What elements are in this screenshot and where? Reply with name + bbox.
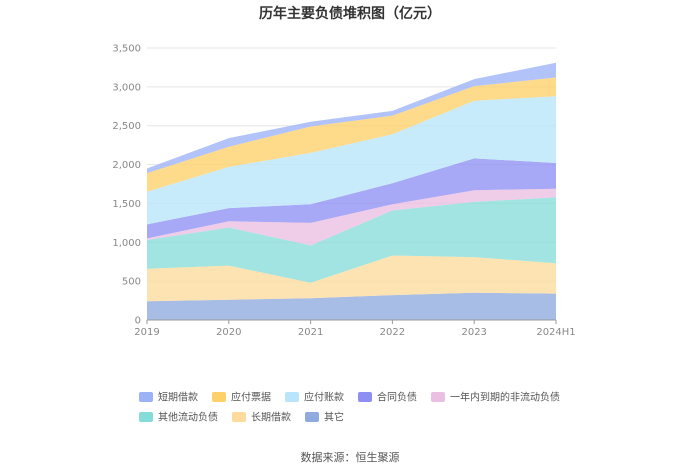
legend-item[interactable]: 一年内到期的非流动负债 xyxy=(431,391,560,404)
legend-label: 短期借款 xyxy=(158,391,198,404)
legend-item[interactable]: 短期借款 xyxy=(139,391,198,404)
legend-label: 应付账款 xyxy=(304,391,344,404)
legend-swatch xyxy=(212,392,226,402)
plot-area xyxy=(147,62,556,320)
x-tick-label: 2024H1 xyxy=(536,327,575,338)
legend-label: 一年内到期的非流动负债 xyxy=(450,391,560,404)
legend-item[interactable]: 合同负债 xyxy=(358,391,417,404)
area-series[interactable] xyxy=(147,158,556,239)
area-series[interactable] xyxy=(147,96,556,225)
chart-title: 历年主要负债堆积图（亿元） xyxy=(259,5,441,22)
y-tick-label: 0 xyxy=(135,316,141,327)
legend-swatch xyxy=(285,392,299,402)
x-tick-label: 2023 xyxy=(461,327,486,338)
y-tick-label: 3,000 xyxy=(112,82,141,93)
legend-item[interactable]: 应付账款 xyxy=(285,391,344,404)
y-tick-label: 3,500 xyxy=(112,44,141,55)
legend-swatch xyxy=(232,412,246,422)
legend-swatch xyxy=(139,392,153,402)
y-tick-label: 2,500 xyxy=(112,121,141,132)
x-tick-label: 2022 xyxy=(380,327,405,338)
area-series[interactable] xyxy=(147,197,556,283)
y-tick-label: 2,000 xyxy=(112,160,141,171)
area-series[interactable] xyxy=(147,292,556,320)
y-tick-label: 1,500 xyxy=(112,199,141,210)
legend-swatch xyxy=(358,392,372,402)
y-tick-label: 500 xyxy=(122,277,141,288)
legend-label: 长期借款 xyxy=(251,411,291,424)
area-series[interactable] xyxy=(147,77,556,192)
area-series[interactable] xyxy=(147,255,556,302)
legend-label: 其它 xyxy=(324,411,344,424)
legend-swatch xyxy=(431,392,445,402)
axes: 0 500 1,000 1,500 2,000 2,500 3,000 3,500 2019 20… xyxy=(112,44,575,339)
legend-label: 合同负债 xyxy=(377,391,417,404)
y-tick-label: 1,000 xyxy=(112,238,141,249)
legend-swatch xyxy=(139,412,153,422)
x-tick-label: 2021 xyxy=(298,327,323,338)
legend-swatch xyxy=(305,412,319,422)
legend-label: 其他流动负债 xyxy=(158,411,218,424)
area-series[interactable] xyxy=(147,62,556,174)
data-source: 数据来源：恒生聚源 xyxy=(301,450,400,464)
legend-item[interactable]: 应付票据 xyxy=(212,391,271,404)
x-tick-label: 2020 xyxy=(216,327,241,338)
legend-item[interactable]: 其它 xyxy=(305,411,344,424)
legend-label: 应付票据 xyxy=(231,391,271,404)
area-series[interactable] xyxy=(147,188,556,246)
legend-item[interactable]: 其他流动负债 xyxy=(139,411,218,424)
legend-item[interactable]: 长期借款 xyxy=(232,411,291,424)
x-tick-label: 2019 xyxy=(134,327,159,338)
